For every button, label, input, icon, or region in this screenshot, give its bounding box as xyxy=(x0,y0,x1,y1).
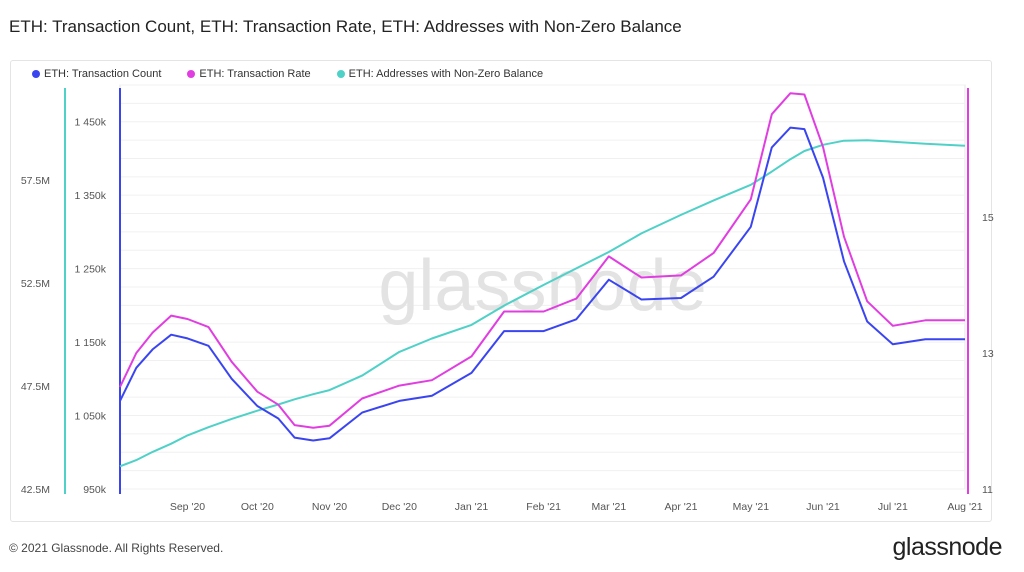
x-tick-label: Feb '21 xyxy=(526,501,561,513)
legend-item-transaction-rate[interactable]: ETH: Transaction Rate xyxy=(187,68,311,80)
count-tick-label: 1 050k xyxy=(74,411,106,423)
rate-tick-label: 11 xyxy=(982,484,993,496)
legend-item-transaction-count[interactable]: ETH: Transaction Count xyxy=(32,68,161,80)
x-tick-label: Jul '21 xyxy=(878,501,908,513)
x-tick-label: Mar '21 xyxy=(591,501,626,513)
brand-logo: glassnode xyxy=(892,533,1003,561)
count-tick-label: 950k xyxy=(83,484,107,496)
x-tick-label: Dec '20 xyxy=(382,501,417,513)
x-tick-label: Aug '21 xyxy=(947,501,982,513)
x-tick-label: Jun '21 xyxy=(806,501,840,513)
series-line-eth-transaction-count xyxy=(119,126,965,442)
chart-frame xyxy=(10,60,992,522)
series-line-eth-transaction-rate xyxy=(119,92,965,429)
count-tick-label: 1 250k xyxy=(74,264,106,276)
legend-dot-icon xyxy=(32,70,40,78)
count-tick-label: 1 450k xyxy=(74,117,106,129)
x-tick-label: Sep '20 xyxy=(170,501,205,513)
legend-label: ETH: Addresses with Non-Zero Balance xyxy=(348,68,544,80)
legend: ETH: Transaction Count ETH: Transaction … xyxy=(32,68,543,80)
x-tick-label: May '21 xyxy=(733,501,770,513)
x-tick-label: Apr '21 xyxy=(665,501,698,513)
legend-label: ETH: Transaction Rate xyxy=(199,68,311,80)
series-line-eth-addresses-with-non-zero-balance xyxy=(119,139,966,468)
chart-title: ETH: Transaction Count, ETH: Transaction… xyxy=(9,17,682,36)
legend-label: ETH: Transaction Count xyxy=(44,68,162,80)
addresses-tick-label: 42.5M xyxy=(21,484,50,496)
x-tick-label: Nov '20 xyxy=(312,501,347,513)
legend-item-addresses[interactable]: ETH: Addresses with Non-Zero Balance xyxy=(336,68,544,80)
addresses-tick-label: 57.5M xyxy=(21,175,50,187)
legend-dot-icon xyxy=(336,70,345,78)
legend-dot-icon xyxy=(187,70,196,78)
count-tick-label: 1 350k xyxy=(74,190,106,202)
x-tick-label: Oct '20 xyxy=(241,501,274,513)
count-tick-label: 1 150k xyxy=(74,337,106,349)
rate-tick-label: 13 xyxy=(982,348,994,360)
addresses-tick-label: 47.5M xyxy=(21,381,50,393)
rate-tick-label: 15 xyxy=(982,212,994,224)
addresses-tick-label: 52.5M xyxy=(21,278,50,290)
x-tick-label: Jan '21 xyxy=(455,501,489,513)
copyright: © 2021 Glassnode. All Rights Reserved. xyxy=(9,541,224,555)
